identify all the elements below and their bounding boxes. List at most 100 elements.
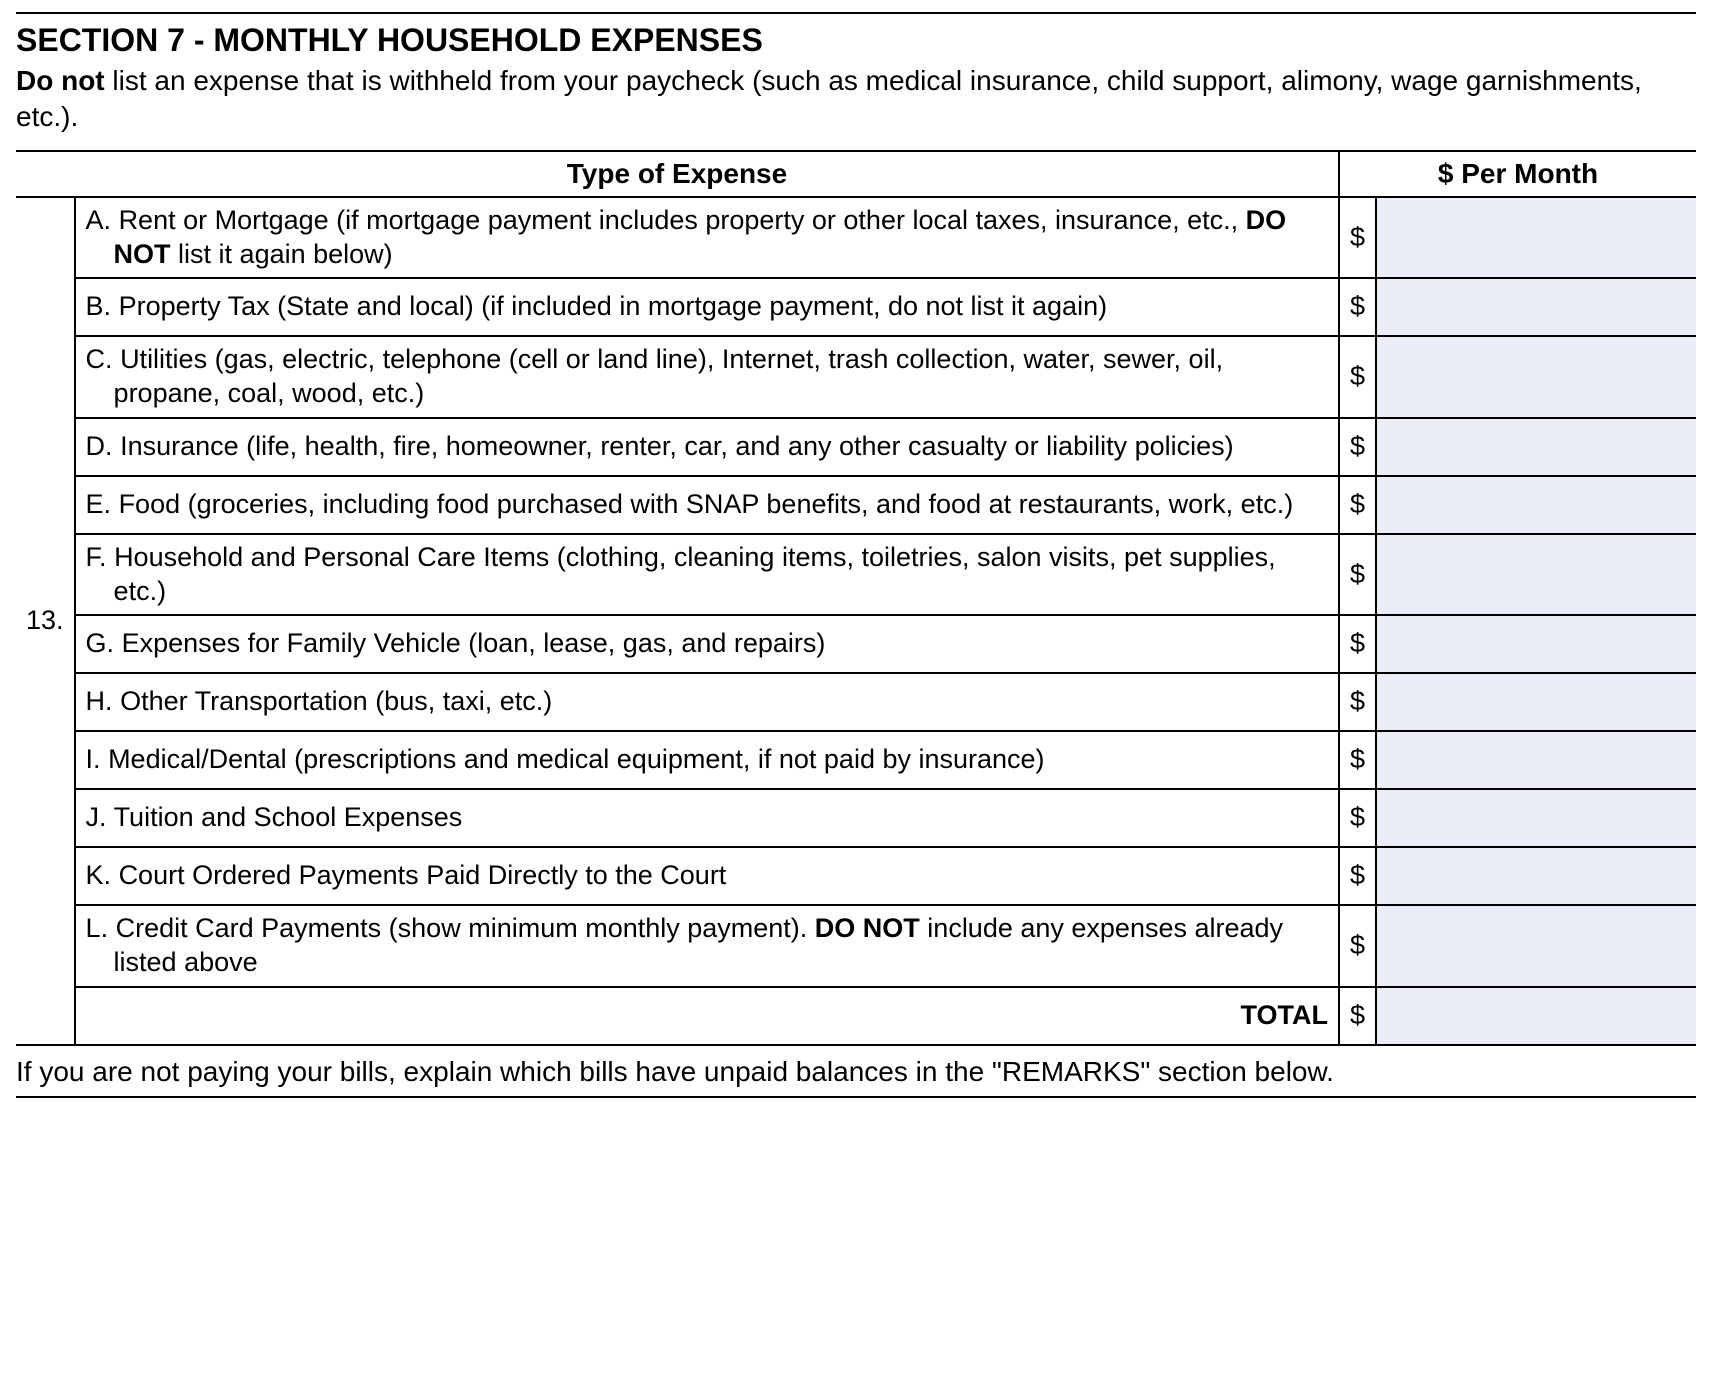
dollar-sign: $ bbox=[1339, 278, 1376, 336]
row-text: Other Transportation (bus, taxi, etc.) bbox=[120, 686, 552, 716]
row-letter: E. bbox=[86, 489, 119, 519]
amount-input[interactable] bbox=[1387, 796, 1686, 840]
expense-row: E. Food (groceries, including food purch… bbox=[16, 476, 1696, 534]
row-text: Household and Personal Care Items (cloth… bbox=[114, 542, 1276, 606]
amount-cell bbox=[1376, 673, 1696, 731]
item-number: 13. bbox=[16, 197, 75, 1045]
expense-description: D. Insurance (life, health, fire, homeow… bbox=[75, 418, 1339, 476]
amount-input[interactable] bbox=[1387, 216, 1686, 260]
dollar-sign: $ bbox=[1339, 418, 1376, 476]
dollar-sign: $ bbox=[1339, 987, 1376, 1045]
amount-input[interactable] bbox=[1387, 355, 1686, 399]
amount-cell bbox=[1376, 336, 1696, 418]
row-text: Medical/Dental (prescriptions and medica… bbox=[108, 744, 1044, 774]
row-text-2: list it again below) bbox=[171, 239, 393, 269]
row-letter: A. bbox=[86, 205, 119, 235]
row-letter: D. bbox=[86, 431, 121, 461]
amount-input[interactable] bbox=[1387, 854, 1686, 898]
row-text: Rent or Mortgage (if mortgage payment in… bbox=[119, 205, 1246, 235]
section-title: SECTION 7 - MONTHLY HOUSEHOLD EXPENSES bbox=[16, 22, 1696, 59]
amount-cell bbox=[1376, 731, 1696, 789]
amount-input[interactable] bbox=[1387, 738, 1686, 782]
row-text: Property Tax (State and local) (if inclu… bbox=[119, 291, 1108, 321]
expense-description: H. Other Transportation (bus, taxi, etc.… bbox=[75, 673, 1339, 731]
total-amount-input[interactable] bbox=[1387, 994, 1686, 1038]
expense-description: J. Tuition and School Expenses bbox=[75, 789, 1339, 847]
expense-description: C. Utilities (gas, electric, telephone (… bbox=[75, 336, 1339, 418]
expense-description: F. Household and Personal Care Items (cl… bbox=[75, 534, 1339, 616]
footer-note: If you are not paying your bills, explai… bbox=[16, 1046, 1696, 1098]
header-per-month: $ Per Month bbox=[1339, 151, 1696, 197]
dollar-sign: $ bbox=[1339, 905, 1376, 987]
amount-cell bbox=[1376, 534, 1696, 616]
dollar-sign: $ bbox=[1339, 731, 1376, 789]
amount-cell bbox=[1376, 789, 1696, 847]
amount-cell bbox=[1376, 278, 1696, 336]
row-letter: L. bbox=[86, 913, 116, 943]
expense-table: Type of Expense $ Per Month 13.A. Rent o… bbox=[16, 150, 1696, 1046]
amount-cell bbox=[1376, 418, 1696, 476]
row-letter: J. bbox=[86, 802, 114, 832]
amount-cell bbox=[1376, 197, 1696, 279]
expense-row: G. Expenses for Family Vehicle (loan, le… bbox=[16, 615, 1696, 673]
dollar-sign: $ bbox=[1339, 476, 1376, 534]
amount-input[interactable] bbox=[1387, 425, 1686, 469]
dollar-sign: $ bbox=[1339, 534, 1376, 616]
total-row: TOTAL$ bbox=[16, 987, 1696, 1045]
amount-cell bbox=[1376, 905, 1696, 987]
section-instructions: Do not list an expense that is withheld … bbox=[16, 63, 1696, 136]
expense-row: C. Utilities (gas, electric, telephone (… bbox=[16, 336, 1696, 418]
expense-description: E. Food (groceries, including food purch… bbox=[75, 476, 1339, 534]
row-text: Utilities (gas, electric, telephone (cel… bbox=[114, 344, 1224, 408]
expense-description: A. Rent or Mortgage (if mortgage payment… bbox=[75, 197, 1339, 279]
row-text: Food (groceries, including food purchase… bbox=[119, 489, 1294, 519]
dollar-sign: $ bbox=[1339, 673, 1376, 731]
expense-row: K. Court Ordered Payments Paid Directly … bbox=[16, 847, 1696, 905]
dollar-sign: $ bbox=[1339, 789, 1376, 847]
expense-row: H. Other Transportation (bus, taxi, etc.… bbox=[16, 673, 1696, 731]
amount-input[interactable] bbox=[1387, 622, 1686, 666]
amount-cell bbox=[1376, 987, 1696, 1045]
row-letter: C. bbox=[86, 344, 121, 374]
amount-input[interactable] bbox=[1387, 680, 1686, 724]
amount-input[interactable] bbox=[1387, 924, 1686, 968]
amount-cell bbox=[1376, 615, 1696, 673]
row-letter: B. bbox=[86, 291, 119, 321]
dollar-sign: $ bbox=[1339, 197, 1376, 279]
amount-input[interactable] bbox=[1387, 553, 1686, 597]
header-type-of-expense: Type of Expense bbox=[16, 151, 1339, 197]
amount-input[interactable] bbox=[1387, 483, 1686, 527]
row-letter: G. bbox=[86, 628, 122, 658]
expense-row: I. Medical/Dental (prescriptions and med… bbox=[16, 731, 1696, 789]
amount-input[interactable] bbox=[1387, 285, 1686, 329]
expense-row: B. Property Tax (State and local) (if in… bbox=[16, 278, 1696, 336]
expense-row: F. Household and Personal Care Items (cl… bbox=[16, 534, 1696, 616]
amount-cell bbox=[1376, 476, 1696, 534]
total-label: TOTAL bbox=[75, 987, 1339, 1045]
expense-row: D. Insurance (life, health, fire, homeow… bbox=[16, 418, 1696, 476]
dollar-sign: $ bbox=[1339, 615, 1376, 673]
row-text: Court Ordered Payments Paid Directly to … bbox=[119, 860, 727, 890]
expense-description: I. Medical/Dental (prescriptions and med… bbox=[75, 731, 1339, 789]
row-letter: I. bbox=[86, 744, 109, 774]
row-letter: H. bbox=[86, 686, 121, 716]
row-letter: F. bbox=[86, 542, 115, 572]
expense-description: G. Expenses for Family Vehicle (loan, le… bbox=[75, 615, 1339, 673]
dollar-sign: $ bbox=[1339, 847, 1376, 905]
instructions-text: list an expense that is withheld from yo… bbox=[16, 65, 1642, 132]
expense-description: K. Court Ordered Payments Paid Directly … bbox=[75, 847, 1339, 905]
top-divider bbox=[16, 12, 1696, 14]
expense-description: B. Property Tax (State and local) (if in… bbox=[75, 278, 1339, 336]
amount-cell bbox=[1376, 847, 1696, 905]
row-text: Insurance (life, health, fire, homeowner… bbox=[120, 431, 1234, 461]
expense-description: L. Credit Card Payments (show minimum mo… bbox=[75, 905, 1339, 987]
row-bold: DO NOT bbox=[815, 913, 920, 943]
dollar-sign: $ bbox=[1339, 336, 1376, 418]
row-text: Tuition and School Expenses bbox=[114, 802, 463, 832]
expense-row: L. Credit Card Payments (show minimum mo… bbox=[16, 905, 1696, 987]
expense-row: J. Tuition and School Expenses$ bbox=[16, 789, 1696, 847]
row-letter: K. bbox=[86, 860, 119, 890]
instructions-bold: Do not bbox=[16, 65, 105, 96]
row-text: Credit Card Payments (show minimum month… bbox=[116, 913, 815, 943]
expense-row: 13.A. Rent or Mortgage (if mortgage paym… bbox=[16, 197, 1696, 279]
